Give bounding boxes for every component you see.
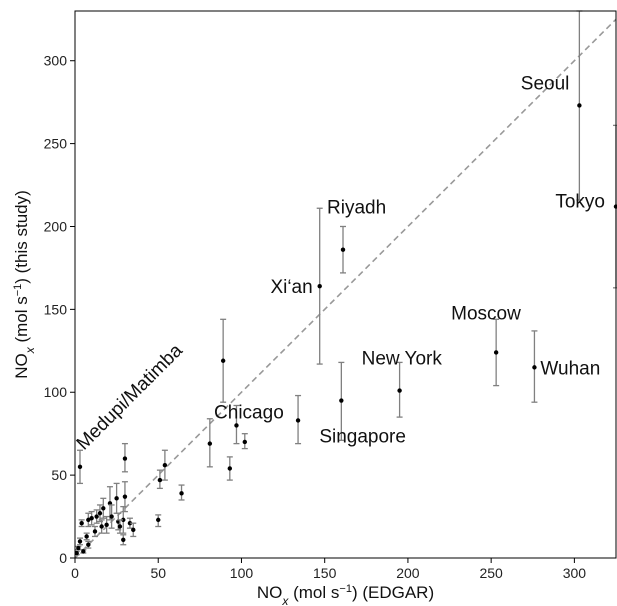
city-label-wuhan: Wuhan xyxy=(540,358,600,379)
data-point-44 xyxy=(75,550,79,556)
y-tick-label-0: 0 xyxy=(59,550,67,566)
x-axis-title: NOx (mol s−1) (EDGAR) xyxy=(257,583,434,606)
data-point-14 xyxy=(227,466,233,471)
data-point-4 xyxy=(493,350,499,355)
data-point-31 xyxy=(101,506,106,511)
city-label-chicago: Chicago xyxy=(214,402,284,423)
data-point-2 xyxy=(340,247,346,252)
data-point-8 xyxy=(339,398,344,403)
data-point-42 xyxy=(76,545,81,551)
data-point-16 xyxy=(162,462,168,468)
y-axis-title: NOx (mol s−1) (this study) xyxy=(12,190,37,379)
data-point-0 xyxy=(577,103,582,108)
data-point-10 xyxy=(220,358,226,363)
x-tick-label-1: 50 xyxy=(150,565,166,581)
city-label-moscow: Moscow xyxy=(451,303,521,324)
data-point-19 xyxy=(122,456,128,461)
y-tick-label-2: 100 xyxy=(44,384,68,400)
city-label-xi-an: Xi‘an xyxy=(270,277,312,298)
data-point-9 xyxy=(77,464,83,470)
data-point-37 xyxy=(86,517,91,523)
data-point-25 xyxy=(114,496,119,501)
data-point-38 xyxy=(84,534,89,539)
data-point-22 xyxy=(121,537,126,542)
y-tick-label-5: 250 xyxy=(44,136,68,152)
axes-frame xyxy=(74,10,617,559)
data-point-13 xyxy=(242,439,247,445)
data-point-40 xyxy=(79,520,84,526)
city-label-riyadh: Riyadh xyxy=(327,198,386,219)
city-label-tokyo: Tokyo xyxy=(555,192,605,213)
data-point-12 xyxy=(234,423,239,428)
data-point-6 xyxy=(397,388,402,393)
data-point-17 xyxy=(157,477,163,483)
data-point-7 xyxy=(295,418,301,423)
data-point-32 xyxy=(97,511,103,516)
data-point-11 xyxy=(207,441,213,446)
y-tick-label-4: 200 xyxy=(44,218,68,234)
data-point-35 xyxy=(92,529,98,534)
y-tick-label-1: 50 xyxy=(51,467,67,483)
x-tick-label-3: 150 xyxy=(313,565,337,581)
data-point-15 xyxy=(179,491,184,496)
data-point-5 xyxy=(532,365,537,370)
city-label-seoul: Seoul xyxy=(521,73,570,94)
data-point-34 xyxy=(94,514,99,519)
data-point-23 xyxy=(127,520,133,526)
city-label-medupi-matimba: Medupi/Matimba xyxy=(73,340,187,454)
x-tick-label-4: 200 xyxy=(396,565,420,581)
x-tick-label-0: 0 xyxy=(71,565,79,581)
y-tick-label-3: 150 xyxy=(44,301,68,317)
data-point-18 xyxy=(156,517,161,523)
x-tick-label-6: 300 xyxy=(563,565,587,581)
data-point-41 xyxy=(77,539,83,544)
data-point-30 xyxy=(104,522,109,528)
data-point-33 xyxy=(99,524,104,529)
city-label-new-york: New York xyxy=(362,349,443,370)
y-tick-label-6: 300 xyxy=(44,53,68,69)
plot-area: 0 50 100 150 200 250 300 0 50 100 150 200 250 300 Seou… xyxy=(44,10,617,581)
data-point-36 xyxy=(89,516,94,521)
data-point-27 xyxy=(117,524,123,529)
one-to-one-line xyxy=(75,18,617,559)
data-point-24 xyxy=(131,527,136,533)
data-point-29 xyxy=(109,514,114,519)
data-point-43 xyxy=(81,549,86,554)
data-point-39 xyxy=(86,542,91,547)
x-tick-label-5: 250 xyxy=(479,565,503,581)
city-label-singapore: Singapore xyxy=(319,427,406,448)
data-point-3 xyxy=(317,283,322,289)
data-point-20 xyxy=(122,494,128,499)
data-point-21 xyxy=(121,517,126,523)
x-tick-label-2: 100 xyxy=(230,565,254,581)
